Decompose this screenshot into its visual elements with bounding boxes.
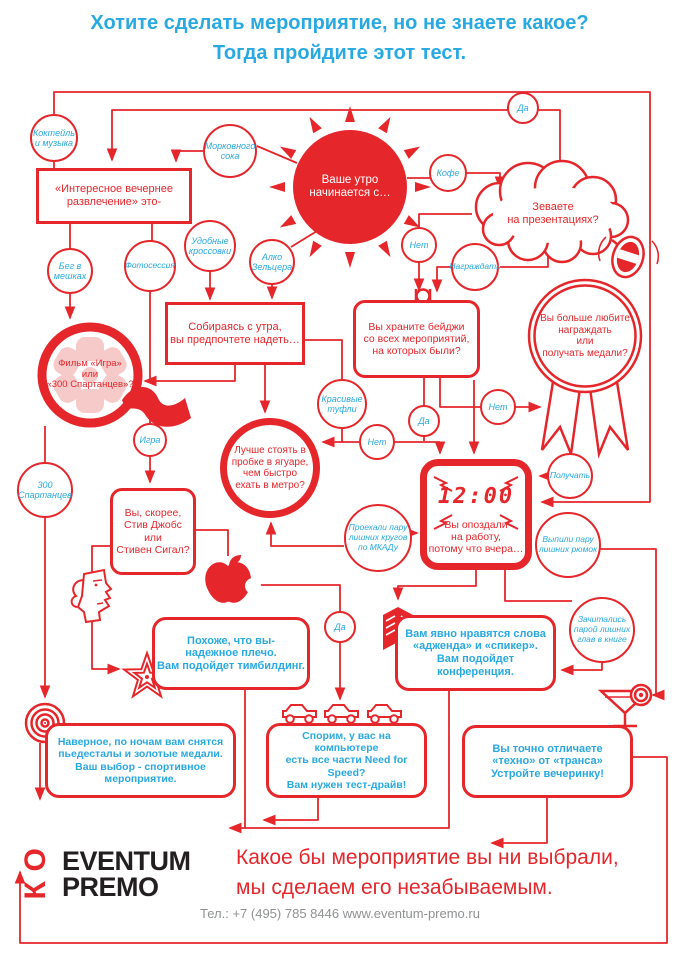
answer-cocktail-music: Коктейль и музыка (30, 114, 78, 162)
answer-award: Награждать (449, 243, 501, 291)
question-medals: Вы больше любите награждать или получать… (540, 313, 630, 359)
answer-mkad-laps: Проехали пару лишних кругов по МКАДу (344, 504, 412, 572)
film-strip-icon (122, 387, 191, 427)
answer-yes-yawn: Да (507, 92, 539, 124)
speech-cloud-icon (474, 159, 630, 264)
result-testdrive: Спорим, у вас на компьютере есть все час… (266, 723, 427, 798)
yawning-mouth-icon (611, 235, 645, 279)
result-sport-event: Наверное, по ночам вам снятся пьедесталы… (45, 723, 236, 798)
answer-300-spartans: 300 Спартанцев (17, 462, 73, 518)
question-evening-entertainment: «Интересное вечернее развлечение» это- (36, 168, 192, 224)
answer-photosession: Фотосессия (124, 240, 176, 292)
answer-carrot-juice: Морковного сока (203, 124, 257, 178)
company-logo-text: EVENTUM PREMO (62, 846, 191, 902)
question-jaguar-traffic: Лучше стоять в пробке в ягуаре, чем быст… (220, 418, 320, 518)
answer-no-yawn: Нет (401, 227, 437, 263)
answer-book-chapters: Зачитались парой лишних глав в книге (569, 597, 635, 663)
answer-no-badges: Нет (480, 389, 516, 425)
answer-extra-drinks: Выпили пару лишних рюмок (535, 512, 601, 578)
answer-nice-shoes: Красивые туфли (317, 379, 367, 429)
question-badges: Вы храните бейджи со всех мероприятий, н… (353, 300, 480, 378)
tagline: Какое бы мероприятие вы ни выбрали, мы с… (236, 846, 619, 899)
answer-no-shoes: Нет (359, 424, 395, 460)
question-film: Фильм «Игра» или «300 Спартанцев»? (46, 357, 134, 391)
question-morning: Ваше утро начинается с… (293, 130, 407, 244)
mouth-motion-lines (597, 236, 660, 265)
alarm-clock-bolts-icon (433, 476, 519, 530)
answer-yes-jaguar: Да (324, 611, 356, 643)
page-title: Хотите сделать мероприятие, но не знаете… (90, 12, 589, 64)
question-late-for-work: 12:00 Вы опоздали на работу, потому что … (420, 459, 532, 570)
question-late-text: Вы опоздали на работу, потому что вчера… (428, 519, 524, 556)
question-yawn-presentations: Зеваете на презентациях? (507, 201, 599, 226)
answer-sack-race: Бег в мешках (47, 248, 93, 294)
result-conference: Вам явно нравятся слова «адженда» и «спи… (395, 615, 556, 691)
logo-letter-o: О (18, 848, 52, 872)
contact-line: Тел.: +7 (495) 785 8446 www.eventum-prem… (200, 906, 480, 921)
logo-letter-k: К (18, 880, 52, 900)
alarm-clock-time: 12:00 (437, 484, 515, 509)
answer-yes-badges: Да (408, 405, 440, 437)
question-jobs-or-seagal: Вы, скорее, Стив Джобс или Стивен Сигал? (110, 488, 196, 575)
answer-alka-seltzer: Алко Зельцера (249, 239, 295, 285)
ok-logo-icon: О К (18, 846, 52, 901)
film-reel-icon (37, 322, 191, 428)
answer-coffee: Кофе (429, 154, 467, 192)
answer-receive: Получать (547, 453, 593, 499)
result-party: Вы точно отличаете «техно» от «транса» У… (462, 725, 633, 798)
seagal-caricature-icon (70, 568, 113, 624)
medal-ribbon-icon (527, 278, 643, 459)
apple-logo-icon (205, 555, 261, 603)
result-teambuilding: Похоже, что вы- надежное плечо. Вам подо… (152, 617, 310, 690)
sun-rays-icon (269, 106, 431, 268)
question-what-to-wear: Собираясь с утра, вы предпочтете надеть… (165, 302, 305, 365)
connector-lines (14, 91, 668, 944)
martini-glass-icon (597, 683, 653, 728)
answer-sneakers: Удобные кроссовки (184, 220, 236, 272)
answer-game-film: Игра (133, 423, 167, 457)
